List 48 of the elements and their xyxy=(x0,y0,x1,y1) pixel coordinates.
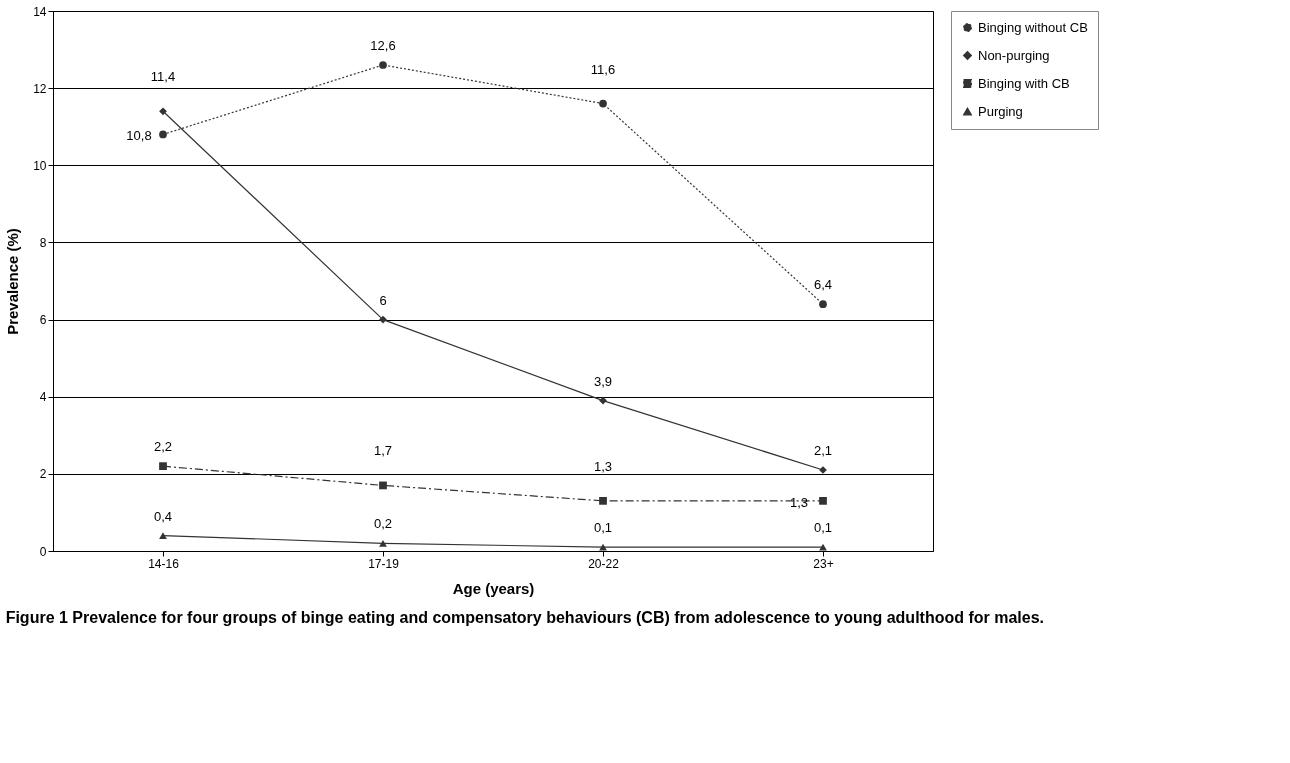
data-label: 0,1 xyxy=(593,520,613,536)
data-label: 3,9 xyxy=(593,373,613,389)
x-tick-label: 17-19 xyxy=(368,556,400,571)
y-tick-label: 12 xyxy=(33,81,47,96)
point xyxy=(159,532,167,539)
legend-label: Purging xyxy=(978,103,1023,119)
x-tick-label: 23+ xyxy=(813,556,834,571)
data-label: 6 xyxy=(379,292,387,308)
data-label: 2,1 xyxy=(813,443,833,458)
data-label: 0,2 xyxy=(373,516,393,532)
point xyxy=(819,300,827,309)
y-tick-label: 14 xyxy=(33,4,47,19)
point xyxy=(599,496,607,505)
point xyxy=(379,315,387,324)
y-tick-label: 2 xyxy=(39,467,47,482)
data-label: 2,2 xyxy=(153,439,173,455)
text: Figure 1 Prevalence for four groups of binge eating and compensatory behaviours (CB) from adolescence to young adulthood for males. xyxy=(5,609,1045,626)
x-tick-label: 14-16 xyxy=(148,556,180,571)
point xyxy=(379,61,387,69)
x-axis-title: Age (years) xyxy=(452,579,535,597)
legend-label: Non-purging xyxy=(978,47,1050,63)
point xyxy=(819,496,827,505)
y-tick-label: 4 xyxy=(39,390,47,405)
data-label: 10,8 xyxy=(126,128,152,144)
data-label: 6,4 xyxy=(813,277,833,293)
y-tick-label: 0 xyxy=(39,544,47,559)
data-label: 1,3 xyxy=(593,458,613,474)
data-label: 1,3 xyxy=(789,494,809,510)
data-label: 1,7 xyxy=(373,443,393,459)
point xyxy=(379,481,387,490)
point xyxy=(159,462,167,471)
data-label: 12,6 xyxy=(370,38,396,53)
point xyxy=(159,107,167,116)
y-tick-label: 10 xyxy=(33,158,47,173)
point xyxy=(159,130,167,139)
y-tick-label: 8 xyxy=(39,235,47,250)
point xyxy=(599,99,607,108)
data-label: 11,6 xyxy=(590,61,616,77)
data-label: 11,4 xyxy=(150,69,176,85)
point xyxy=(599,396,607,405)
legend-label: Binging without CB xyxy=(978,19,1088,35)
data-label: 0,4 xyxy=(153,508,173,524)
legend-label: Binging with CB xyxy=(978,75,1070,91)
x-tick-label: 20-22 xyxy=(588,556,620,571)
y-axis-title: Prevalence (%) xyxy=(4,228,22,335)
data-label: 0,1 xyxy=(813,520,833,536)
y-tick-label: 6 xyxy=(39,313,47,328)
point xyxy=(379,539,387,547)
